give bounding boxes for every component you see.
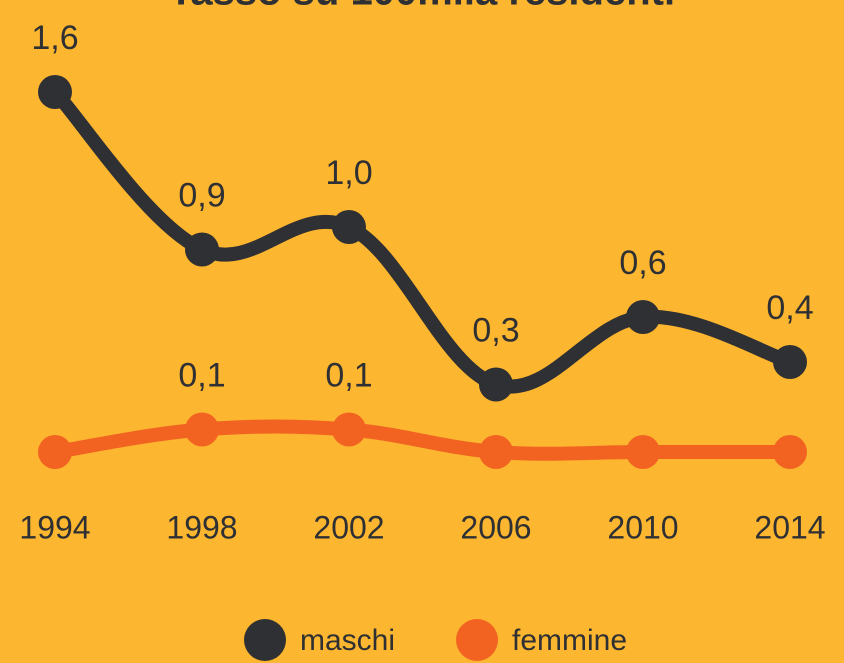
data-point <box>626 435 660 469</box>
legend-label: maschi <box>300 624 395 657</box>
data-point <box>332 412 366 447</box>
data-label: 0,9 <box>178 176 225 214</box>
data-point <box>38 435 72 469</box>
x-tick-label: 1998 <box>166 509 237 545</box>
legend-swatch <box>456 619 498 661</box>
data-label: 0,1 <box>325 356 372 394</box>
data-point <box>773 435 807 469</box>
x-tick-label: 2010 <box>607 509 678 545</box>
chart-title: Tasso su 100mila residenti <box>169 0 675 14</box>
x-tick-label: 2002 <box>313 509 384 545</box>
x-tick-label: 2006 <box>460 509 531 545</box>
data-point <box>626 300 660 334</box>
data-label: 0,6 <box>619 244 666 282</box>
data-point <box>332 210 366 244</box>
x-tick-label: 1994 <box>19 509 90 545</box>
data-point <box>479 435 513 469</box>
data-label: 0,1 <box>178 356 225 394</box>
data-point <box>185 412 219 447</box>
data-point <box>479 367 513 402</box>
data-label: 1,0 <box>325 154 372 192</box>
series-line <box>48 85 797 394</box>
data-label: 1,6 <box>31 19 78 57</box>
data-point <box>773 345 807 379</box>
data-point <box>38 75 72 109</box>
legend-swatch <box>244 619 286 661</box>
x-tick-label: 2014 <box>754 509 825 545</box>
data-label: 0,4 <box>766 289 813 327</box>
legend-label: femmine <box>512 624 627 657</box>
data-point <box>185 232 219 267</box>
series-line <box>48 419 797 461</box>
data-label: 0,3 <box>472 311 519 349</box>
